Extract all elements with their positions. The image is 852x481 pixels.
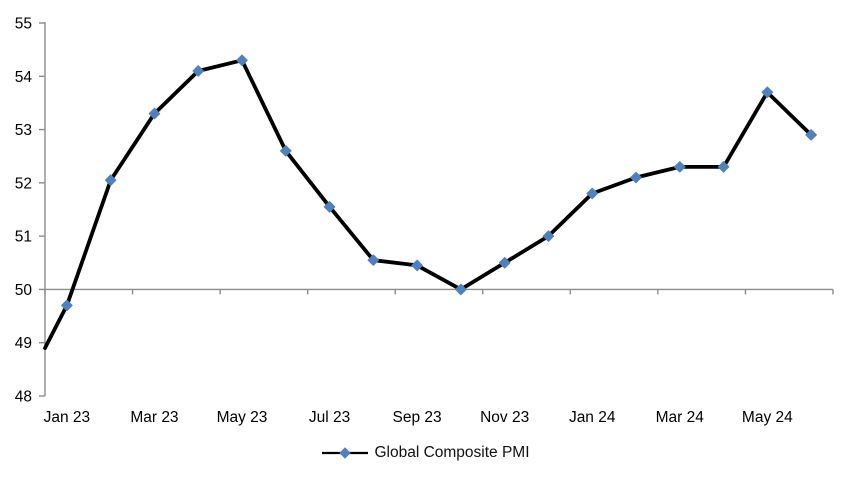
data-point-marker xyxy=(586,187,599,200)
legend-diamond-marker xyxy=(339,447,352,459)
data-point-marker xyxy=(673,161,686,173)
data-point-marker xyxy=(805,129,817,141)
x-axis-tick-label: Mar 23 xyxy=(130,409,178,426)
data-point-marker xyxy=(192,65,205,77)
x-axis-tick-label: Jan 23 xyxy=(44,409,91,426)
data-point-marker xyxy=(148,107,161,120)
data-point-marker xyxy=(717,161,730,173)
x-axis-tick-label: Nov 23 xyxy=(480,409,529,426)
x-axis-tick-label: May 23 xyxy=(217,409,268,426)
data-point-marker xyxy=(323,201,336,213)
y-axis-tick-label: 49 xyxy=(15,335,32,352)
legend: Global Composite PMI xyxy=(0,443,852,463)
pmi-series-line xyxy=(43,58,813,350)
x-axis-tick-label: May 24 xyxy=(742,409,793,426)
x-axis-tick-label: Jan 24 xyxy=(569,409,616,426)
x-axis-tick-label: Sep 23 xyxy=(393,409,442,426)
legend-label: Global Composite PMI xyxy=(374,444,530,461)
y-axis-tick-label: 52 xyxy=(15,175,32,192)
data-point-marker xyxy=(498,256,511,269)
y-axis-tick-label: 51 xyxy=(15,229,32,246)
data-point-marker xyxy=(367,254,380,266)
data-point-marker xyxy=(542,230,555,242)
y-axis-tick-label: 54 xyxy=(15,69,33,86)
y-axis-tick-label: 53 xyxy=(15,122,32,139)
data-point-marker xyxy=(761,86,774,99)
data-point-marker xyxy=(455,283,467,296)
data-point-marker xyxy=(279,145,292,157)
legend-line-marker-icon xyxy=(322,447,369,459)
data-point-marker xyxy=(104,174,117,186)
y-axis-tick-label: 55 xyxy=(15,16,32,33)
y-axis-tick-label: 50 xyxy=(15,282,33,299)
y-axis-tick-label: 48 xyxy=(15,389,32,406)
data-point-marker xyxy=(630,171,642,184)
x-axis-tick-label: Jul 23 xyxy=(309,409,350,426)
data-point-marker xyxy=(411,259,423,272)
data-point-marker xyxy=(236,54,248,67)
x-axis-tick-label: Mar 24 xyxy=(656,409,705,426)
data-point-marker xyxy=(61,299,73,312)
